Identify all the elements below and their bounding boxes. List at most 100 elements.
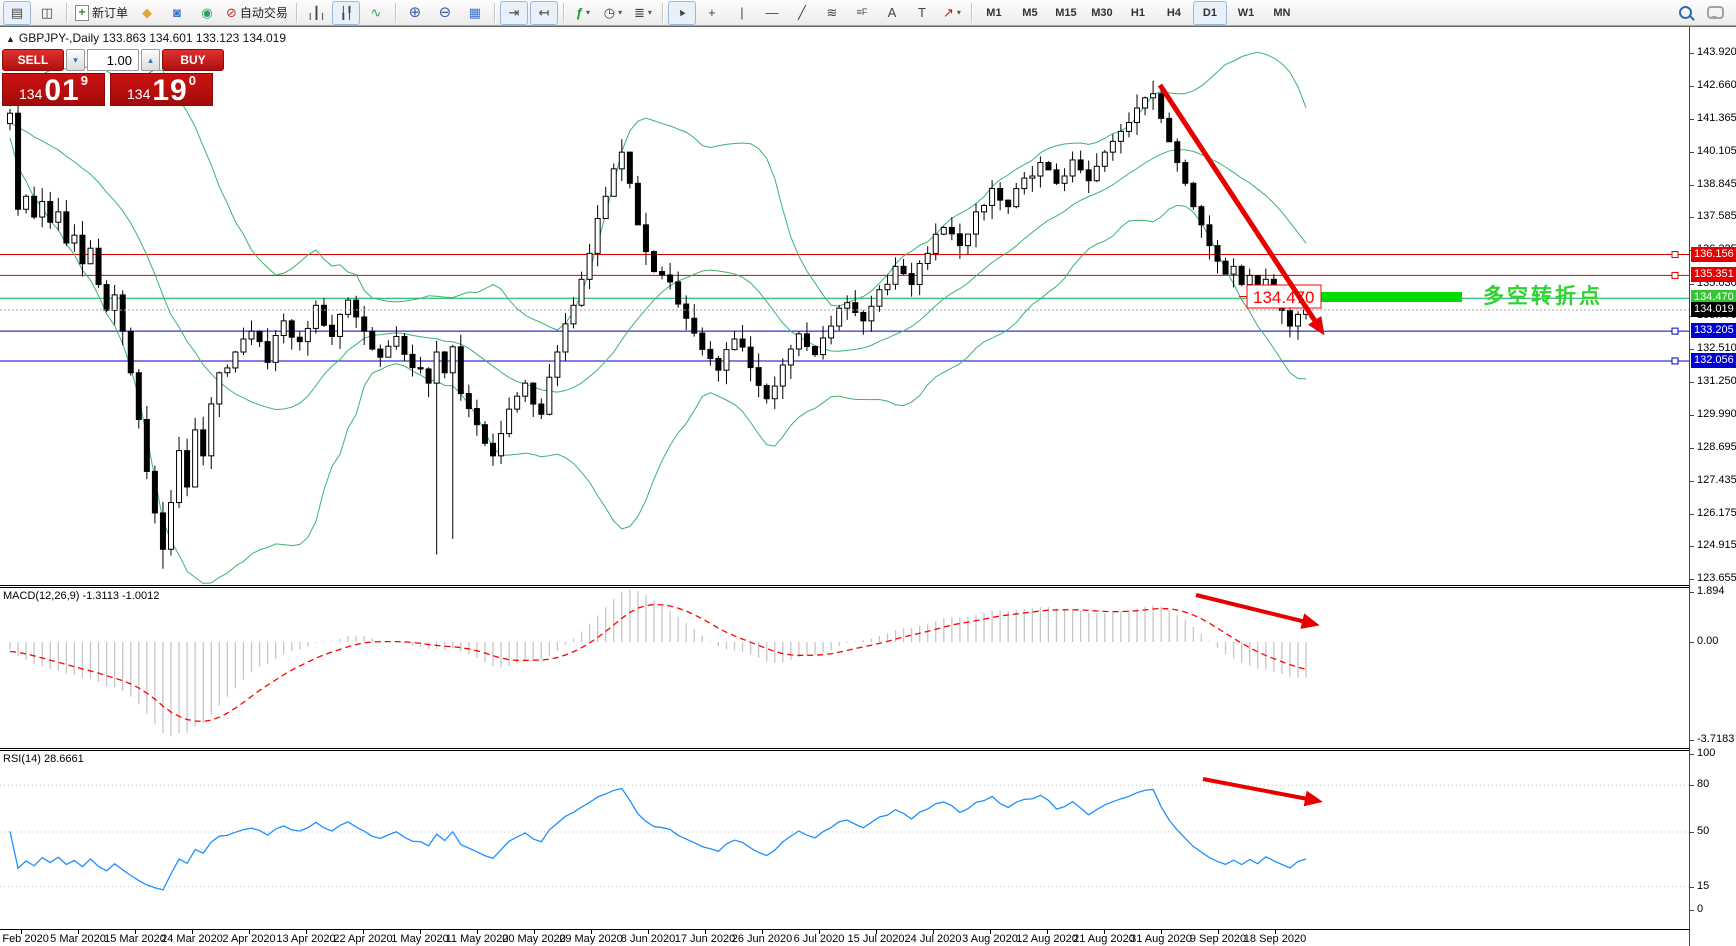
macd-pane[interactable] (0, 588, 1689, 748)
price-tick: 140.105 (1697, 145, 1736, 158)
date-tick-label: 29 May 2020 (559, 933, 623, 945)
date-tick-label: 12 Aug 2020 (1016, 933, 1078, 945)
chart-shift-icon: ↤ (538, 5, 550, 20)
chart-shift-button[interactable]: ↤ (529, 0, 558, 25)
rsi-label: RSI(14) 28.6661 (3, 753, 84, 765)
trend-arrow-rsi[interactable] (1202, 777, 1323, 807)
timeframe-m15-button[interactable]: M15 (1055, 6, 1077, 19)
timeframe-d1-button[interactable]: D1 (1192, 0, 1227, 25)
buy-price-quote[interactable]: 134 19 0 (110, 73, 213, 106)
buy-button[interactable]: BUY (162, 49, 224, 71)
periods-button[interactable]: ◷ ▾ (599, 1, 627, 25)
search-icon (1678, 6, 1692, 19)
indicators-button[interactable]: ƒ ▾ (569, 1, 597, 25)
signals-icon: ◉ (201, 5, 213, 20)
line-chart-button[interactable]: ∿ (362, 1, 390, 25)
trendline-button[interactable]: ╱ (788, 1, 816, 25)
equidistant-channel-icon: ≋ (826, 5, 838, 20)
date-tick-label: 15 Jul 2020 (847, 933, 905, 945)
trend-arrow-main[interactable] (1157, 83, 1325, 336)
date-tick-label: 15 Mar 2020 (104, 933, 166, 945)
candlestick-chart-button[interactable]: ╽╿ (331, 0, 360, 25)
rsi-tick: 50 (1697, 825, 1710, 837)
timeframe-h1-button[interactable]: H1 (1130, 6, 1145, 19)
text-button[interactable]: A (878, 1, 906, 25)
cursor-button[interactable]: ▲ (667, 0, 696, 25)
market-watch-button[interactable]: ▤ (3, 0, 31, 25)
community-button[interactable]: ◙ (163, 1, 191, 25)
new-order-button[interactable]: + 新订单 (72, 1, 131, 25)
templates-button[interactable]: ≣ ▾ (629, 1, 657, 25)
volume-increase-button[interactable]: ▴ (141, 49, 160, 71)
date-tick-label: 31 Aug 2020 (1130, 933, 1192, 945)
bar-chart-button[interactable]: ╷┃╷ (302, 1, 330, 25)
crayon-button[interactable]: ◆ (133, 1, 161, 25)
trend-arrow-macd[interactable] (1195, 593, 1320, 629)
crosshair-button[interactable]: + (698, 1, 726, 25)
zoom-out-button[interactable]: ⊖ (431, 1, 459, 25)
timeframe-h4-button[interactable]: H4 (1166, 6, 1181, 19)
line-chart-icon: ∿ (370, 5, 382, 20)
buy-price-sup: 0 (188, 73, 196, 88)
chevron-down-icon: ▾ (618, 8, 623, 17)
sell-button[interactable]: SELL (2, 49, 64, 71)
price-tag: 136.156 (1691, 246, 1736, 262)
pane-separator[interactable] (0, 748, 1736, 751)
horizontal-line-button[interactable]: — (758, 1, 786, 25)
price-tick: 128.695 (1697, 441, 1736, 454)
timeframe-m5-button[interactable]: M5 (1022, 6, 1038, 19)
pane-separator[interactable] (0, 585, 1736, 588)
hline-handle[interactable] (1671, 357, 1679, 365)
search-button[interactable] (1671, 1, 1699, 25)
zoom-in-button[interactable]: ⊕ (401, 1, 429, 25)
auto-trading-button[interactable]: ⊘ 自动交易 (223, 1, 291, 25)
chat-button[interactable] (1701, 1, 1729, 25)
date-tick-label: 9 Sep 2020 (1189, 933, 1247, 945)
price-tick: 137.585 (1697, 210, 1736, 223)
chart-area[interactable]: ▲ GBPJPY-,Daily 133.863 134.601 133.123 1… (0, 26, 1736, 946)
auto-scroll-icon: ⇥ (508, 5, 520, 20)
chevron-down-icon: ▾ (586, 8, 591, 17)
tile-windows-button[interactable]: ▦ (461, 1, 489, 25)
cn-annotation-text: 多空转折点 (1483, 284, 1603, 308)
data-window-button[interactable]: ◫ (33, 1, 61, 25)
volume-decrease-button[interactable]: ▾ (66, 49, 85, 71)
price-tick: 138.845 (1697, 177, 1736, 190)
rsi-tick: 100 (1697, 747, 1716, 759)
sell-price-quote[interactable]: 134 01 9 (2, 73, 105, 106)
main-price-pane[interactable]: 134.470 多空转折点 (0, 27, 1689, 585)
timeframe-mn-button[interactable]: MN (1273, 6, 1291, 19)
data-window-icon: ◫ (40, 5, 54, 20)
hline-handle[interactable] (1671, 271, 1679, 279)
collapse-panel-icon[interactable]: ▲ (6, 34, 15, 44)
fibonacci-button[interactable]: ≡F (848, 1, 876, 25)
price-tick: 129.990 (1697, 407, 1736, 420)
signals-button[interactable]: ◉ (193, 1, 221, 25)
price-tick: 143.920 (1697, 46, 1736, 58)
volume-input[interactable]: 1.00 (87, 49, 139, 71)
vertical-line-button[interactable]: | (728, 1, 756, 25)
rsi-pane[interactable] (0, 751, 1689, 929)
price-axis[interactable]: 143.920 142.660 141.365 140.105 138.845 137.5… (1689, 27, 1736, 946)
hline-handle[interactable] (1671, 251, 1679, 259)
cursor-icon: ▲ (674, 4, 689, 20)
text-label-button[interactable]: T (908, 1, 936, 25)
auto-scroll-button[interactable]: ⇥ (499, 0, 528, 25)
zoom-out-icon: ⊖ (438, 4, 452, 21)
market-watch-icon: ▤ (10, 5, 24, 20)
sell-price-prefix: 134 (19, 86, 43, 102)
arrows-tool-button[interactable]: ↗ ▾ (938, 1, 966, 25)
date-tick-label: 26 Jun 2020 (731, 933, 793, 945)
timeframe-w1-button[interactable]: W1 (1237, 6, 1255, 19)
date-tick-label: 6 Jul 2020 (793, 933, 845, 945)
new-order-label: 新订单 (92, 6, 129, 20)
green-highlight-bar[interactable] (1318, 292, 1462, 302)
timeframe-m1-button[interactable]: M1 (986, 6, 1002, 19)
zoom-in-icon: ⊕ (408, 4, 422, 21)
timeframe-m30-button[interactable]: M30 (1091, 6, 1113, 19)
equidistant-channel-button[interactable]: ≋ (818, 1, 846, 25)
macd-histogram (9, 589, 1307, 737)
fibonacci-icon: ≡F (856, 7, 868, 17)
hline-handle[interactable] (1671, 327, 1679, 335)
